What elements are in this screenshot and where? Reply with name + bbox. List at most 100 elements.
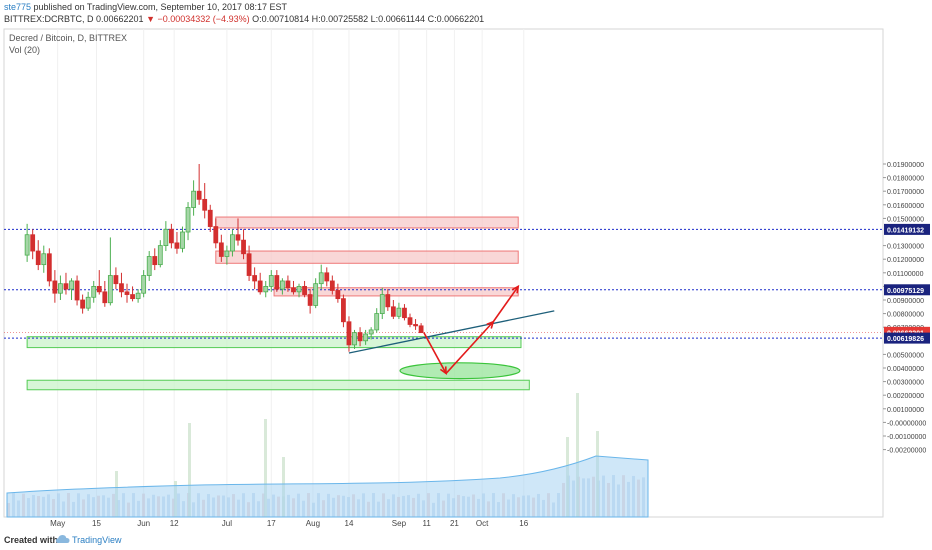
candle-body: [163, 228, 169, 246]
price-label-box: [884, 284, 930, 296]
candle-body: [291, 287, 296, 293]
resistance-zone: [215, 216, 519, 229]
candle-body: [279, 280, 285, 290]
price-tick-label: 0.01800000: [887, 176, 924, 183]
candle-body: [185, 207, 191, 233]
candle-body: [257, 280, 263, 293]
candle-body: [113, 275, 119, 285]
candle-body: [407, 317, 413, 325]
trendline: [348, 310, 555, 354]
candle-body: [41, 253, 47, 266]
zones: [26, 216, 530, 391]
candle-body: [146, 256, 152, 276]
time-tick-label: 15: [92, 519, 101, 528]
projection-arrow-segment: [423, 332, 447, 374]
author-link[interactable]: ste775: [4, 2, 32, 12]
arrow-head: [486, 320, 495, 329]
candle-body: [157, 245, 163, 266]
candle-body: [413, 324, 418, 327]
legend-title: Decred / Bitcoin, D, BITTREX: [9, 33, 127, 43]
candle-body: [352, 332, 357, 346]
price-chart[interactable]: Decred / Bitcoin, D, BITTREX Vol (20) 0.…: [0, 26, 932, 530]
volume-bar: [264, 419, 267, 517]
time-tick-label: Aug: [306, 519, 320, 528]
candle-body: [324, 272, 330, 282]
candle-body: [191, 190, 196, 208]
price-tick-label: 0.00100000: [887, 407, 924, 414]
price-tick-label: 0.00900000: [887, 298, 924, 305]
price-tick-label: 0.01200000: [887, 257, 924, 264]
candle-body: [135, 292, 141, 300]
support-zone: [26, 336, 522, 349]
price-label-box: [884, 223, 930, 235]
candle-body: [35, 250, 41, 266]
publish-line: ste775 published on TradingView.com, Sep…: [4, 2, 287, 13]
candle-body: [63, 283, 69, 290]
candle-body: [379, 294, 385, 314]
time-tick-label: Jul: [222, 519, 232, 528]
candle-body: [180, 231, 185, 249]
price-tick-label: 0.01700000: [887, 189, 924, 196]
candle-body: [246, 253, 252, 276]
cloud-icon: [56, 535, 70, 543]
candle-body: [263, 285, 269, 293]
price-axis: 0.01900000 0.01800000 0.01700000 0.01600000…: [883, 162, 926, 455]
candle-body: [241, 239, 246, 255]
time-tick-label: 16: [519, 519, 528, 528]
price-tick-label: -0.00000000: [887, 420, 926, 427]
candle-body: [329, 280, 335, 291]
candle-body: [318, 272, 324, 285]
price-change: ▼ −0.00034332 (−4.93%): [146, 14, 250, 24]
price-label-text: 0.00619826: [887, 336, 924, 343]
candle-body: [102, 291, 108, 304]
candle-body: [390, 306, 396, 317]
candle-body: [52, 280, 58, 294]
candle-body: [96, 285, 102, 293]
price-label-box: [884, 332, 930, 344]
candle-body: [74, 280, 80, 301]
candle-body: [235, 234, 241, 241]
candle-body: [124, 291, 130, 295]
resistance-zone: [273, 287, 519, 297]
candle-body: [385, 294, 391, 308]
candles: [24, 164, 424, 352]
candle-body: [357, 332, 363, 342]
candle-body: [302, 285, 307, 295]
price-tick-label: 0.01100000: [887, 271, 924, 278]
time-tick-label: Jun: [137, 519, 150, 528]
price-tick-label: 0.01600000: [887, 203, 924, 210]
volume-bar: [576, 393, 579, 517]
candle-body: [402, 307, 407, 319]
projection-arrow-segment: [492, 285, 519, 323]
last-price: 0.00662201: [96, 14, 144, 24]
candle-body: [363, 333, 369, 342]
time-tick-label: Oct: [476, 519, 489, 528]
candle-body: [174, 242, 180, 249]
projection-arrows: [423, 284, 520, 376]
candle-body: [119, 283, 124, 293]
legend-volume: Vol (20): [9, 45, 40, 55]
target-ellipse: [399, 362, 521, 380]
price-tick-label: -0.00200000: [887, 448, 926, 455]
time-tick-label: May: [50, 519, 65, 528]
candle-body: [202, 198, 208, 211]
resistance-zone: [215, 250, 519, 264]
price-tick-label: 0.00200000: [887, 393, 924, 400]
published-info: published on TradingView.com, September …: [31, 2, 288, 12]
time-tick-label: 12: [170, 519, 179, 528]
candle-body: [30, 234, 36, 252]
volume-bar: [188, 423, 191, 517]
tradingview-brand[interactable]: TradingView: [72, 535, 122, 545]
price-tick-label: 0.00500000: [887, 352, 924, 359]
price-tick-label: 0.00300000: [887, 380, 924, 387]
price-tick-label: 0.00800000: [887, 312, 924, 319]
time-tick-label: 21: [450, 519, 459, 528]
price-label-text: 0.01419132: [887, 227, 924, 234]
candle-body: [141, 275, 147, 294]
quote-line: BITTREX:DCRBTC, D 0.00662201 ▼ −0.000343…: [4, 14, 484, 25]
ohlc-values: O:0.00710814 H:0.00725582 L:0.00661144 C…: [249, 14, 485, 24]
candle-body: [24, 234, 30, 256]
candle-body: [169, 228, 174, 244]
candle-body: [46, 253, 52, 282]
